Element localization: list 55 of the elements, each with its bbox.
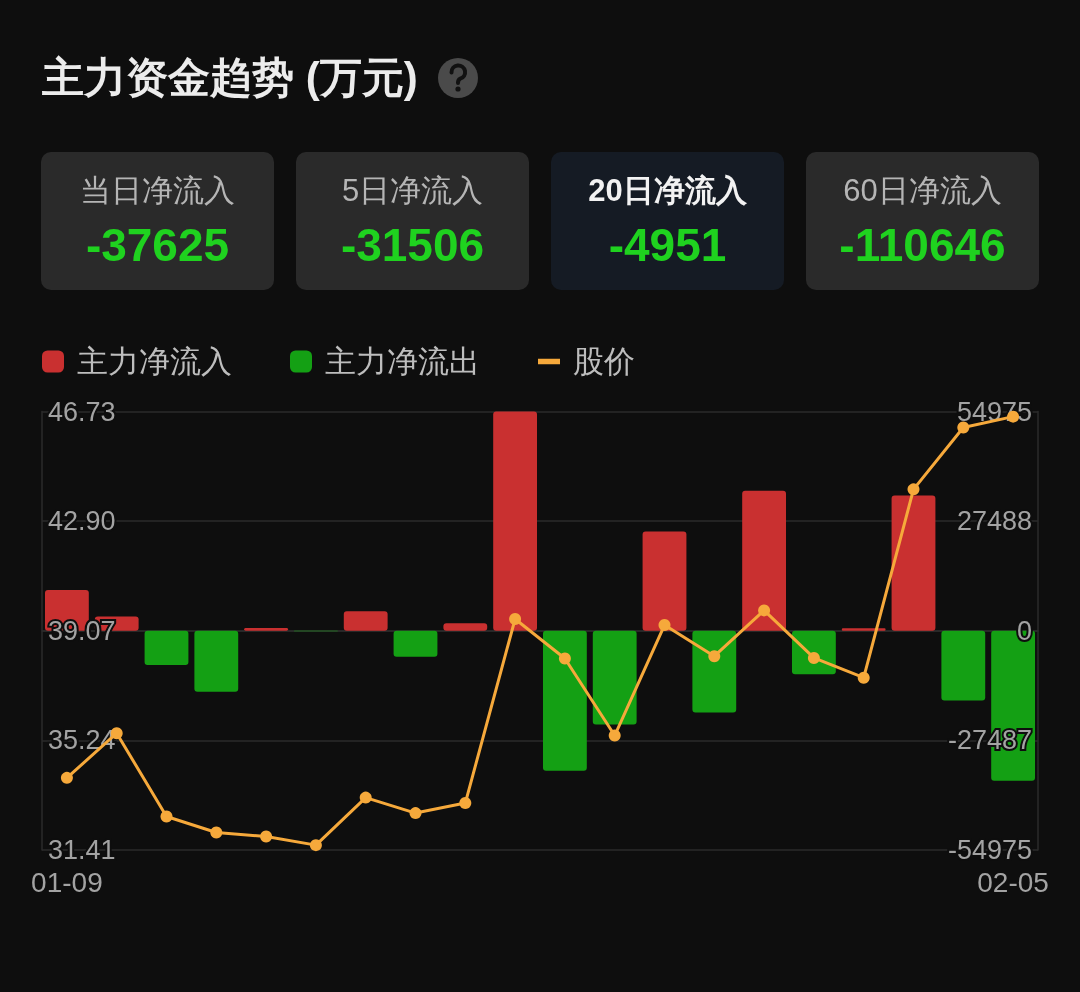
bar	[144, 630, 189, 666]
text: 主力资金趋势 (万元)	[42, 53, 418, 103]
point	[160, 810, 173, 823]
stat-card: 当日净流入 -37625	[41, 152, 274, 290]
point	[60, 771, 73, 784]
bar	[642, 531, 687, 631]
y-tick-label: 31.41	[48, 835, 116, 865]
bar	[244, 627, 289, 631]
point	[509, 613, 522, 626]
data-label: -31506	[340, 219, 485, 271]
bar	[941, 630, 986, 701]
point	[608, 729, 621, 742]
point	[210, 826, 223, 839]
data-label: -37625	[85, 219, 230, 271]
point	[907, 483, 920, 496]
bar	[343, 611, 388, 631]
data-label: -4951	[608, 219, 727, 271]
stat-card: 5日净流入 -31506	[296, 152, 529, 290]
bar	[194, 630, 239, 692]
point	[359, 791, 372, 804]
point	[957, 421, 970, 434]
stat-card: 20日净流入 -4951	[551, 152, 784, 290]
bar	[692, 630, 737, 713]
y-tick-label: 42.90	[48, 506, 116, 537]
point	[558, 652, 571, 665]
bar	[393, 630, 438, 657]
bar	[443, 623, 488, 631]
category-label: 5日净流入	[341, 172, 484, 210]
point	[309, 839, 322, 852]
point	[708, 650, 721, 663]
legend-label: 主力净流入	[77, 344, 232, 379]
bar	[592, 630, 637, 725]
category-label: 60日净流入	[843, 172, 1002, 210]
point	[658, 619, 671, 632]
bar	[493, 411, 538, 631]
point	[758, 604, 771, 617]
y2-tick-label: 27488	[956, 506, 1032, 537]
bar	[542, 630, 587, 771]
point	[857, 671, 870, 684]
category-label: 20日净流入	[588, 172, 747, 210]
data-label: -110646	[839, 219, 1006, 271]
legend-label: 主力净流出	[325, 344, 480, 379]
bar	[891, 495, 936, 631]
x-tick-label: 02-05	[977, 866, 1049, 898]
y2-tick-label: -54975	[947, 835, 1032, 865]
stat-card: 60日净流入 -110646	[806, 152, 1039, 290]
point	[459, 797, 472, 810]
y-tick-label: 46.73	[48, 396, 116, 427]
bar	[742, 490, 787, 631]
x-tick-label: 01-09	[31, 866, 103, 898]
point	[409, 807, 422, 820]
bar	[841, 628, 886, 631]
legend-label: 股价	[573, 344, 635, 379]
category-label: 当日净流入	[80, 172, 235, 210]
point	[260, 830, 273, 843]
